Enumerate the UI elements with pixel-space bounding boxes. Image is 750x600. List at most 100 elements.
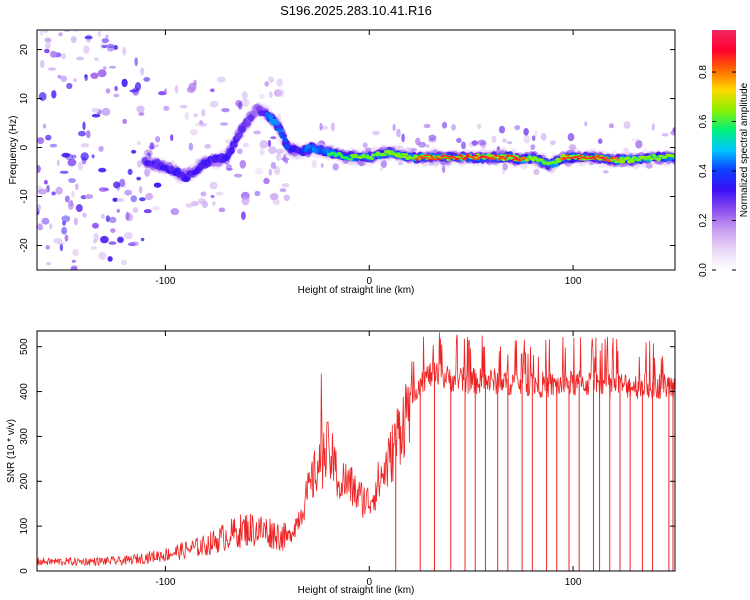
spectrogram-noise-blob bbox=[140, 67, 145, 76]
spectrogram-noise-blob bbox=[392, 124, 396, 131]
spectrogram-noise-blob bbox=[47, 67, 57, 71]
spectrogram-noise-blob bbox=[49, 143, 58, 148]
spectrogram-noise-blob bbox=[101, 213, 105, 219]
spectrogram-ridge-cell bbox=[418, 155, 423, 158]
spectrogram-ridge-cell bbox=[662, 156, 668, 159]
spectrogram-ridge-cell bbox=[614, 157, 619, 160]
spectrogram-noise-blob bbox=[134, 57, 138, 67]
spectrogram-noise-blob bbox=[158, 91, 166, 96]
spectrogram-noise-blob bbox=[170, 134, 174, 142]
spectrogram-noise-blob bbox=[179, 104, 188, 109]
spectrogram-ridge-cell bbox=[228, 146, 235, 155]
spectrogram-noise-blob bbox=[43, 179, 48, 185]
spectrogram-noise-blob bbox=[110, 228, 116, 234]
spectrogram-ridge-cell bbox=[500, 155, 505, 158]
colorbar-ticks: 0.0 0.2 0.4 0.6 0.8 bbox=[698, 65, 736, 277]
spectrogram-noise-blob bbox=[40, 60, 45, 68]
spectrogram-noise-blob bbox=[253, 130, 261, 135]
spectrogram-noise-blob bbox=[523, 134, 530, 144]
spectrogram-noise-blob bbox=[57, 74, 62, 79]
spectrogram-noise-blob bbox=[55, 237, 60, 244]
spectrogram-ridge-cell bbox=[523, 157, 527, 160]
spectrogram-ridge-cell bbox=[382, 153, 388, 156]
spectrogram-noise-blob bbox=[210, 88, 215, 93]
spectrogram-ridge-cell bbox=[565, 154, 570, 157]
spectrogram-noise-blob bbox=[220, 122, 229, 126]
spectrogram-noise-blob bbox=[117, 237, 124, 243]
colorbar-tick-label: 0.2 bbox=[698, 213, 709, 227]
spectrogram-noise-blob bbox=[144, 168, 151, 177]
spectrogram-noise-blob bbox=[319, 122, 323, 131]
spectrogram-noise-blob bbox=[186, 86, 196, 93]
spectrogram-noise-blob bbox=[138, 112, 145, 116]
spectrogram-noise-blob bbox=[506, 141, 513, 145]
spectrogram-ridge-cell bbox=[625, 156, 630, 160]
spectrogram-noise-blob bbox=[51, 90, 57, 99]
spectrogram-noise-blob bbox=[567, 133, 575, 142]
spectrogram-noise-blob bbox=[241, 98, 250, 107]
spectrogram-ridge-cell bbox=[593, 158, 598, 160]
spectrogram-noise-blob bbox=[311, 160, 317, 169]
spectrogram-noise-blob bbox=[42, 123, 47, 129]
spectrogram-ridge-cell bbox=[509, 155, 514, 157]
spectrogram-noise-blob bbox=[48, 24, 53, 28]
spectrogram-noise-blob bbox=[426, 144, 430, 149]
spectrogram-ridge-cell bbox=[672, 155, 675, 159]
spectrogram-ridge-cell bbox=[602, 158, 607, 161]
spectrogram-noise-blob bbox=[70, 36, 77, 44]
spectrogram-noise-blob bbox=[533, 168, 540, 175]
spectrogram-noise-blob bbox=[42, 30, 49, 34]
spectrogram-noise-blob bbox=[188, 142, 194, 151]
colorbar-gradient bbox=[712, 30, 736, 270]
spectrogram-noise-blob bbox=[239, 159, 247, 169]
spectrogram-noise-blob bbox=[39, 30, 44, 36]
spectrogram-noise-blob bbox=[163, 105, 170, 111]
spectrogram-noise-blob bbox=[125, 211, 130, 221]
spectrogram-ridge-cell bbox=[596, 156, 601, 158]
spectrogram-noise-blob bbox=[534, 130, 538, 137]
spectrogram-x-tick-label: 100 bbox=[565, 276, 582, 287]
spectrogram-noise-blob bbox=[56, 159, 60, 166]
spectrogram-ridge-cell bbox=[498, 157, 503, 160]
spectrogram-noise-blob bbox=[477, 139, 487, 146]
spectrogram-ridge-cell bbox=[591, 156, 596, 159]
spectrogram-noise-blob bbox=[55, 186, 63, 195]
spectrogram-noise-blob bbox=[451, 124, 456, 131]
spectrogram-noise-blob bbox=[204, 144, 212, 149]
spectrogram-ridge-cell bbox=[524, 158, 529, 162]
spectrogram-noise-blob bbox=[233, 173, 243, 178]
spectrogram-noise-blob bbox=[270, 136, 277, 140]
spectrogram-noise-blob bbox=[83, 45, 90, 54]
spectrogram-noise-blob bbox=[199, 122, 208, 127]
spectrogram-noise-blob bbox=[155, 136, 161, 143]
spectrogram-noise-blob bbox=[215, 191, 224, 196]
colorbar: 0.0 0.2 0.4 0.6 0.8 Normalized spectral ampl… bbox=[698, 30, 750, 277]
spectrogram-noise-blob bbox=[153, 144, 159, 148]
spectrogram-ridge-cell bbox=[438, 158, 443, 161]
spectrogram-noise-blob bbox=[277, 112, 281, 121]
spectrogram-y-tick-label: -10 bbox=[19, 189, 30, 204]
spectrogram-ridge-cell bbox=[530, 158, 536, 162]
spectrogram-noise-blob bbox=[408, 148, 418, 152]
spectrogram-noise-blob bbox=[37, 137, 44, 141]
spectrogram-noise-blob bbox=[105, 34, 109, 39]
spectrogram-ridge-cell bbox=[511, 158, 516, 161]
spectrogram-noise-blob bbox=[61, 215, 71, 223]
spectrogram-noise-blob bbox=[237, 148, 243, 155]
spectrogram-noise-blob bbox=[127, 168, 133, 175]
spectrogram-noise-blob bbox=[254, 190, 261, 197]
spectrogram-noise-blob bbox=[114, 85, 118, 92]
spectrogram-noise-blob bbox=[149, 142, 155, 150]
spectrogram-noise-blob bbox=[531, 135, 536, 142]
spectrogram-noise-blob bbox=[76, 56, 85, 61]
spectrogram-ridge-cell bbox=[280, 134, 287, 139]
spectrogram-noise-blob bbox=[269, 193, 279, 201]
spectrogram-noise-blob bbox=[129, 89, 139, 93]
spectrogram-noise-blob bbox=[67, 200, 74, 210]
colorbar-label: Normalized spectral amplitude bbox=[739, 82, 750, 217]
spectrogram-noise-blob bbox=[112, 197, 118, 202]
spectrogram-noise-blob bbox=[241, 91, 248, 100]
spectrogram-ridge-cell bbox=[615, 158, 620, 161]
spectrogram-noise-blob bbox=[136, 141, 142, 146]
